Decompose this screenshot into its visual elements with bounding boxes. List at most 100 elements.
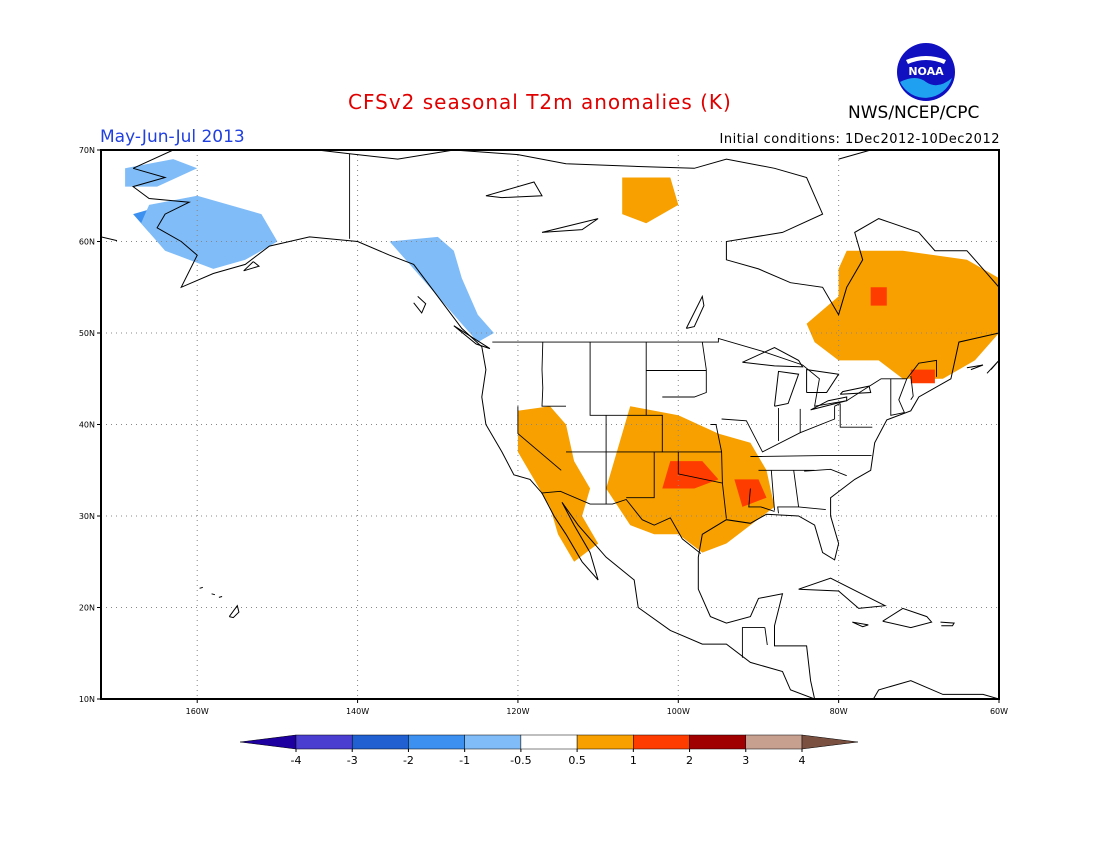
colorbar-label: 2 — [686, 754, 693, 767]
colorbar-label: -4 — [291, 754, 302, 767]
island-outline — [852, 621, 869, 628]
island-outline — [838, 150, 871, 160]
border-line — [834, 403, 841, 407]
border-line — [777, 470, 800, 514]
colorbar-swatch — [408, 734, 465, 750]
island-outline — [798, 577, 887, 609]
island-outline — [882, 607, 933, 629]
noaa-logo-icon: NOAA — [897, 43, 955, 101]
colorbar-swatch — [295, 734, 353, 750]
island-outline — [940, 621, 955, 627]
island-outline — [199, 586, 203, 589]
lake-outline — [774, 370, 800, 407]
lon-tick-label: 120W — [506, 707, 529, 716]
colorbar-arrow-high — [801, 734, 859, 750]
border-line — [741, 627, 765, 658]
anomaly-region-9 — [734, 479, 767, 507]
colorbar-label: 0.5 — [568, 754, 586, 767]
border-line — [710, 424, 723, 484]
lake-outline — [485, 181, 543, 199]
colorbar-label: -3 — [347, 754, 358, 767]
island-outline — [243, 261, 261, 272]
agency-label: NWS/NCEP/CPC — [848, 103, 980, 123]
island-outline — [986, 360, 999, 374]
coastline — [822, 680, 999, 699]
initial-conditions: Initial conditions: 1Dec2012-10Dec2012 — [719, 132, 1000, 147]
border-line — [750, 455, 872, 457]
border-line — [541, 490, 701, 554]
island-outline — [966, 364, 984, 371]
border-line — [541, 342, 566, 407]
colorbar-swatch — [520, 734, 578, 750]
lake-outline — [685, 294, 705, 329]
lat-tick-label: 50N — [79, 329, 95, 338]
anomaly-region-4 — [622, 177, 679, 224]
colorbar-label: -2 — [403, 754, 414, 767]
lat-tick-label: 60N — [79, 238, 95, 247]
anomaly-region-1 — [125, 159, 198, 187]
lake-outline — [839, 385, 872, 395]
border-line — [890, 378, 908, 416]
colorbar: -4 -3 -2 -1 -0.5 0.5 1 2 3 4 — [239, 734, 859, 767]
colorbar-label: 1 — [630, 754, 637, 767]
lake-outline — [810, 396, 848, 411]
anomaly-regions — [125, 159, 999, 562]
border-line — [758, 468, 847, 477]
border-line — [492, 337, 937, 407]
island-outline — [598, 132, 742, 141]
border-line — [798, 506, 826, 511]
lake-outline — [742, 347, 804, 368]
border-line — [770, 470, 775, 511]
colorbar-swatch — [745, 734, 803, 750]
border-line — [589, 342, 722, 453]
anomaly-region-8 — [662, 461, 719, 489]
border-line — [764, 627, 768, 646]
lon-tick-label: 100W — [667, 707, 690, 716]
forecast-period: May-Jun-Jul 2013 — [100, 127, 245, 147]
border-line — [662, 342, 707, 398]
anomaly-region-2 — [141, 195, 278, 269]
border-line — [677, 451, 727, 519]
island-outline — [413, 296, 427, 314]
lake-outline — [806, 369, 840, 393]
colorbar-label: 3 — [742, 754, 749, 767]
map-title: CFSv2 seasonal T2m anomalies (K) — [348, 90, 732, 114]
colorbar-label: 4 — [799, 754, 806, 767]
island-outline — [211, 593, 216, 596]
lon-tick-label: 140W — [346, 707, 369, 716]
lat-tick-label: 70N — [79, 146, 95, 155]
border-line — [748, 488, 775, 512]
border-line — [910, 375, 914, 401]
border-line — [626, 451, 655, 499]
anomaly-region-5 — [806, 250, 999, 379]
colorbar-label: -0.5 — [510, 754, 531, 767]
colorbar-swatch — [689, 734, 747, 750]
colorbar-swatch — [633, 734, 690, 750]
island-outline — [218, 596, 223, 598]
coastline — [131, 150, 999, 699]
border-line — [839, 403, 873, 428]
island-outline — [101, 236, 118, 242]
border-line — [517, 406, 562, 471]
anomaly-region-10 — [870, 287, 887, 306]
colorbar-swatch — [576, 734, 634, 750]
lat-tick-label: 30N — [79, 512, 95, 521]
lat-tick-label: 20N — [79, 604, 95, 613]
lon-tick-label: 160W — [186, 707, 209, 716]
map-coastlines — [101, 132, 999, 699]
map-axis-labels: 70N 60N 50N 40N 30N 20N 10N 160W 140W 120W 100W 80W… — [79, 146, 1008, 716]
lat-tick-label: 40N — [79, 421, 95, 430]
border-line — [721, 406, 836, 453]
lon-tick-label: 60W — [990, 707, 1008, 716]
island-outline — [453, 325, 491, 350]
colorbar-swatch — [351, 734, 409, 750]
anomaly-region-3 — [389, 236, 494, 343]
lon-tick-label: 80W — [830, 707, 848, 716]
colorbar-swatch — [464, 734, 522, 750]
anomaly-region-6 — [517, 406, 599, 562]
lake-outline — [541, 218, 599, 233]
lat-tick-label: 10N — [79, 695, 95, 704]
anomaly-region-11 — [910, 369, 935, 384]
island-outline — [228, 604, 240, 619]
